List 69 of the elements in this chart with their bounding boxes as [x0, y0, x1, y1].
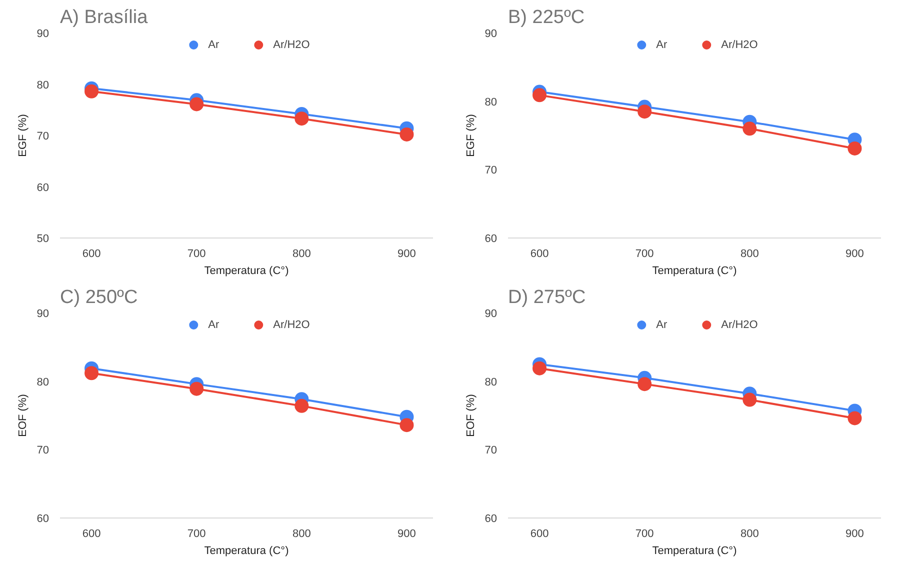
legend-label: Ar: [208, 39, 220, 51]
point: [190, 382, 204, 396]
legend-label: Ar/H2O: [721, 39, 758, 51]
chart-title: B) 225ºC: [508, 7, 585, 28]
x-axis-title: Temperatura (C°): [652, 265, 737, 277]
chart-title: C) 250ºC: [60, 287, 138, 308]
y-tick-label: 70: [36, 444, 50, 457]
y-tick-label: 70: [36, 130, 50, 142]
point: [400, 127, 414, 142]
y-tick-label: 70: [484, 444, 498, 457]
x-tick-label: 600: [530, 528, 549, 540]
y-tick-label: 80: [36, 79, 50, 92]
x-tick-label: 800: [292, 248, 311, 260]
legend-label: Ar/H2O: [721, 319, 758, 331]
y-tick-label: 70: [484, 164, 498, 177]
chart-title: D) 275ºC: [508, 287, 586, 308]
x-tick-label: 700: [187, 528, 206, 540]
y-tick-label: 90: [36, 308, 50, 320]
y-axis-title: EGF (%): [16, 114, 29, 157]
x-tick-label: 800: [740, 248, 759, 260]
x-axis-title: Temperatura (C°): [204, 545, 289, 557]
y-tick-label: 60: [484, 513, 498, 525]
x-tick-label: 900: [846, 248, 864, 260]
point: [742, 122, 757, 136]
point: [84, 84, 99, 98]
x-tick-label: 700: [187, 248, 206, 260]
y-axis-title: EGF (%): [464, 114, 477, 157]
point: [190, 97, 204, 112]
point: [294, 398, 309, 413]
x-tick-label: 700: [635, 248, 654, 260]
y-tick-label: 80: [484, 376, 498, 388]
legend-label: Ar: [656, 319, 668, 331]
x-tick-label: 700: [635, 528, 654, 540]
legend-label: Ar: [208, 319, 220, 331]
y-tick-label: 50: [36, 233, 50, 245]
x-tick-label: 600: [530, 248, 549, 260]
point: [848, 141, 862, 156]
chart-title: A) Brasília: [60, 7, 148, 28]
point: [638, 104, 652, 119]
y-tick-label: 90: [36, 28, 50, 40]
legend-label: Ar/H2O: [273, 319, 310, 331]
y-axis-title: EOF (%): [464, 394, 477, 437]
x-tick-label: 900: [398, 528, 416, 540]
legend-label: Ar/H2O: [273, 39, 310, 51]
y-tick-label: 90: [484, 28, 498, 40]
y-tick-label: 60: [36, 182, 50, 194]
y-tick-label: 80: [484, 96, 498, 108]
point: [532, 361, 547, 376]
x-tick-label: 900: [398, 248, 416, 260]
point: [84, 366, 99, 380]
point: [742, 392, 757, 407]
y-tick-label: 90: [484, 308, 498, 320]
legend-label: Ar: [656, 39, 668, 51]
y-axis-title: EOF (%): [16, 394, 29, 437]
point: [532, 88, 547, 102]
x-tick-label: 900: [846, 528, 864, 540]
x-tick-label: 600: [82, 248, 101, 260]
x-tick-label: 600: [82, 528, 101, 540]
y-tick-label: 60: [36, 513, 50, 525]
x-tick-label: 800: [292, 528, 311, 540]
y-tick-label: 80: [36, 376, 50, 388]
x-axis-title: Temperatura (C°): [204, 265, 289, 277]
x-tick-label: 800: [740, 528, 759, 540]
point: [294, 112, 309, 126]
point: [400, 418, 414, 432]
y-tick-label: 60: [484, 233, 498, 245]
point: [638, 377, 652, 392]
point: [848, 411, 862, 426]
x-axis-title: Temperatura (C°): [652, 545, 737, 557]
